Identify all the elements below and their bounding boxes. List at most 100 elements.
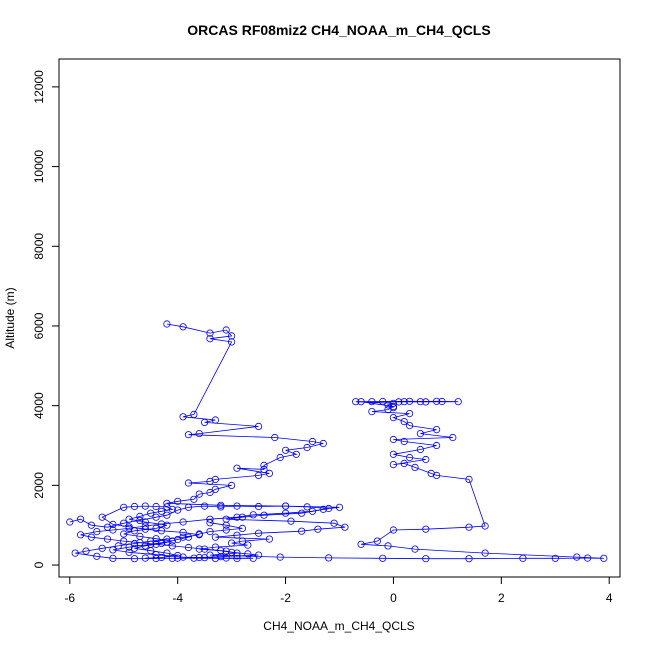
data-point — [314, 525, 322, 533]
data-point — [184, 543, 193, 552]
data-point — [130, 527, 139, 535]
data-point — [389, 450, 397, 458]
data-point — [233, 513, 241, 521]
data-point — [233, 552, 241, 560]
data-point — [416, 445, 424, 454]
data-point — [405, 409, 414, 418]
data-point — [152, 540, 160, 548]
data-point — [125, 543, 133, 551]
data-point — [98, 544, 106, 552]
data-point — [465, 555, 473, 563]
data-point — [217, 503, 225, 511]
data-point — [77, 531, 85, 539]
data-point — [201, 545, 209, 553]
data-point — [130, 555, 139, 563]
x-tick-label: -2 — [280, 591, 291, 605]
data-point — [244, 550, 252, 558]
data-point — [281, 446, 290, 454]
data-point — [206, 335, 214, 343]
data-point — [179, 528, 187, 537]
data-point — [260, 511, 268, 519]
data-point — [211, 416, 219, 424]
data-point — [174, 535, 182, 544]
data-point — [114, 542, 122, 550]
data-point — [174, 497, 182, 505]
data-point — [298, 509, 306, 517]
data-point — [201, 502, 209, 510]
data-point — [341, 523, 349, 531]
data-point — [136, 512, 144, 521]
data-point — [400, 459, 408, 467]
data-point — [152, 524, 160, 533]
data-point — [163, 511, 171, 519]
data-point — [400, 417, 408, 426]
data-point — [411, 545, 419, 553]
data-point — [400, 398, 408, 406]
y-tick-label: 2000 — [32, 472, 46, 499]
data-point — [179, 413, 187, 421]
data-point — [163, 549, 171, 557]
data-point — [379, 397, 387, 406]
data-point — [82, 547, 90, 555]
data-point — [260, 461, 268, 469]
data-point — [87, 533, 96, 541]
data-point — [168, 537, 176, 545]
data-point — [233, 554, 241, 563]
data-point — [454, 398, 462, 406]
data-point — [260, 465, 268, 473]
x-tick-label: 2 — [498, 591, 505, 605]
x-axis-label: CH4_NOAA_m_CH4_QCLS — [263, 619, 414, 633]
data-point — [109, 546, 117, 554]
chart-title: ORCAS RF08miz2 CH4_NOAA_m_CH4_QCLS — [187, 22, 490, 38]
data-point — [136, 532, 144, 541]
data-point — [217, 553, 225, 561]
data-point — [217, 547, 225, 555]
data-point — [179, 518, 187, 526]
data-series — [66, 502, 333, 563]
data-point — [136, 516, 144, 525]
data-point — [71, 549, 79, 557]
data-point — [103, 535, 112, 543]
data-point — [147, 540, 155, 548]
data-point — [206, 519, 214, 527]
data-point — [352, 398, 360, 406]
data-point — [184, 533, 193, 541]
data-point — [255, 502, 263, 511]
data-point — [130, 544, 139, 552]
data-point — [157, 507, 166, 515]
data-point — [416, 429, 424, 438]
data-point — [303, 443, 311, 452]
data-point — [427, 469, 435, 477]
data-point — [379, 554, 387, 562]
data-point — [211, 485, 219, 493]
data-point — [319, 439, 327, 448]
data-point — [405, 421, 414, 430]
data-point — [120, 530, 128, 538]
data-point — [233, 531, 241, 539]
data-point — [77, 515, 85, 523]
data-point — [211, 533, 219, 541]
data-point — [163, 521, 171, 529]
data-point — [141, 525, 149, 533]
data-point — [168, 542, 176, 550]
data-point — [308, 437, 317, 446]
data-point — [109, 520, 117, 529]
data-point — [389, 399, 397, 407]
data-point — [325, 504, 333, 513]
y-axis-label: Altitude (m) — [3, 287, 17, 348]
data-point — [432, 397, 441, 405]
data-point — [287, 517, 295, 525]
x-tick-label: -4 — [172, 591, 183, 605]
data-point — [281, 502, 290, 510]
data-point — [195, 553, 203, 562]
data-point — [179, 323, 187, 331]
data-point — [438, 397, 446, 406]
data-point — [163, 320, 171, 328]
data-point — [233, 464, 241, 472]
data-point — [120, 519, 128, 527]
data-point — [125, 523, 133, 531]
data-point — [206, 488, 214, 497]
y-tick-label: 10000 — [32, 150, 46, 184]
data-point — [120, 537, 128, 545]
